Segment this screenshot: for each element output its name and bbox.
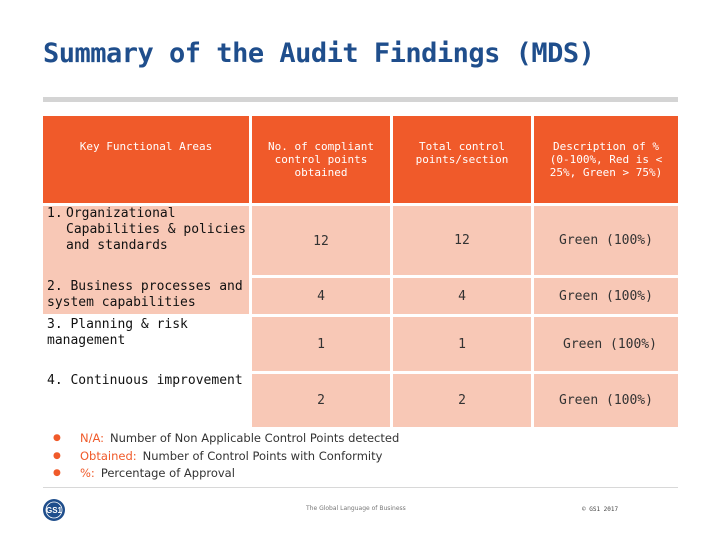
area-4-label: Continuous improvement bbox=[70, 373, 243, 388]
area-1-number: 1. bbox=[47, 206, 63, 221]
table-row-area-1: 1. Organizational Capabilities & policie… bbox=[47, 206, 247, 254]
legend-text: Number of Non Applicable Control Points … bbox=[110, 431, 400, 445]
row-3-description: Green (100%) bbox=[534, 317, 678, 371]
legend-key: Obtained: bbox=[80, 448, 137, 463]
row-2-description-value: Green (100%) bbox=[559, 288, 653, 304]
key-areas-column-bg bbox=[43, 206, 249, 314]
gs1-logo-icon: GS1 bbox=[43, 497, 73, 523]
row-3-total: 1 bbox=[393, 317, 531, 371]
row-1-description-value: Green (100%) bbox=[559, 233, 653, 248]
row-3-description-value: Green (100%) bbox=[563, 336, 657, 352]
logo-text: GS1 bbox=[46, 506, 63, 515]
header-key-areas-label: Key Functional Areas bbox=[79, 140, 213, 153]
footer-tagline: The Global Language of Business bbox=[306, 505, 406, 512]
row-4-total-value: 2 bbox=[458, 393, 466, 408]
header-compliant: No. of compliant control points obtained bbox=[252, 116, 390, 203]
row-4-compliant-value: 2 bbox=[317, 393, 325, 408]
header-key-areas: Key Functional Areas bbox=[43, 116, 249, 203]
header-total-label: Total control points/section bbox=[415, 140, 509, 166]
title-divider bbox=[43, 97, 678, 102]
bullet-icon: ● bbox=[53, 450, 61, 461]
area-2-number: 2. bbox=[47, 279, 63, 294]
row-2-description: Green (100%) bbox=[534, 278, 678, 314]
area-2-label: Business processes and system capabiliti… bbox=[47, 279, 243, 310]
page-title: Summary of the Audit Findings (MDS) bbox=[43, 38, 595, 69]
area-4-number: 4. bbox=[47, 373, 63, 388]
row-1-compliant-value: 12 bbox=[313, 234, 329, 249]
row-4-description-value: Green (100%) bbox=[559, 393, 653, 408]
legend-item: ● %: Percentage of Approval bbox=[53, 465, 399, 483]
row-3-compliant: 1 bbox=[252, 317, 390, 371]
footer-divider bbox=[43, 487, 678, 488]
table-row-area-3: 3. Planning & risk management bbox=[47, 317, 247, 349]
row-1-total: 12 bbox=[393, 206, 531, 275]
footer-copyright: © GS1 2017 bbox=[582, 506, 619, 513]
header-description: Description of % (0-100%, Red is < 25%, … bbox=[534, 116, 678, 203]
legend-key: %: bbox=[80, 466, 95, 480]
legend-item: ● N/A: Number of Non Applicable Control … bbox=[53, 430, 399, 448]
table-row-area-4: 4. Continuous improvement bbox=[47, 373, 247, 389]
row-2-compliant: 4 bbox=[252, 278, 390, 314]
row-4-total: 2 bbox=[393, 374, 531, 427]
table-row-area-2: 2. Business processes and system capabil… bbox=[47, 279, 247, 311]
row-4-compliant: 2 bbox=[252, 374, 390, 427]
header-total: Total control points/section bbox=[393, 116, 531, 203]
row-1-description: Green (100%) bbox=[534, 206, 678, 275]
area-3-number: 3. bbox=[47, 317, 63, 332]
header-compliant-label: No. of compliant control points obtained bbox=[268, 140, 374, 179]
area-3-label: Planning & risk management bbox=[47, 317, 188, 348]
row-1-total-value: 12 bbox=[454, 233, 470, 248]
row-3-compliant-value: 1 bbox=[317, 336, 325, 352]
header-description-label: Description of % (0-100%, Red is < 25%, … bbox=[549, 140, 663, 179]
row-2-total: 4 bbox=[393, 278, 531, 314]
legend-list: ● N/A: Number of Non Applicable Control … bbox=[53, 430, 399, 483]
area-1-label: Organizational Capabilities & policies a… bbox=[66, 206, 247, 253]
bullet-icon: ● bbox=[53, 468, 61, 478]
legend-key: N/A: bbox=[80, 431, 105, 445]
legend-text: Percentage of Approval bbox=[100, 466, 235, 480]
row-2-total-value: 4 bbox=[458, 288, 466, 304]
legend-item: ● Obtained: Number of Control Points wit… bbox=[53, 448, 399, 466]
row-1-compliant: 12 bbox=[252, 206, 390, 275]
row-3-total-value: 1 bbox=[458, 336, 466, 352]
row-2-compliant-value: 4 bbox=[317, 288, 325, 304]
row-4-description: Green (100%) bbox=[534, 374, 678, 427]
bullet-icon: ● bbox=[53, 433, 61, 443]
legend-text: Number of Control Points with Conformity bbox=[142, 448, 383, 463]
